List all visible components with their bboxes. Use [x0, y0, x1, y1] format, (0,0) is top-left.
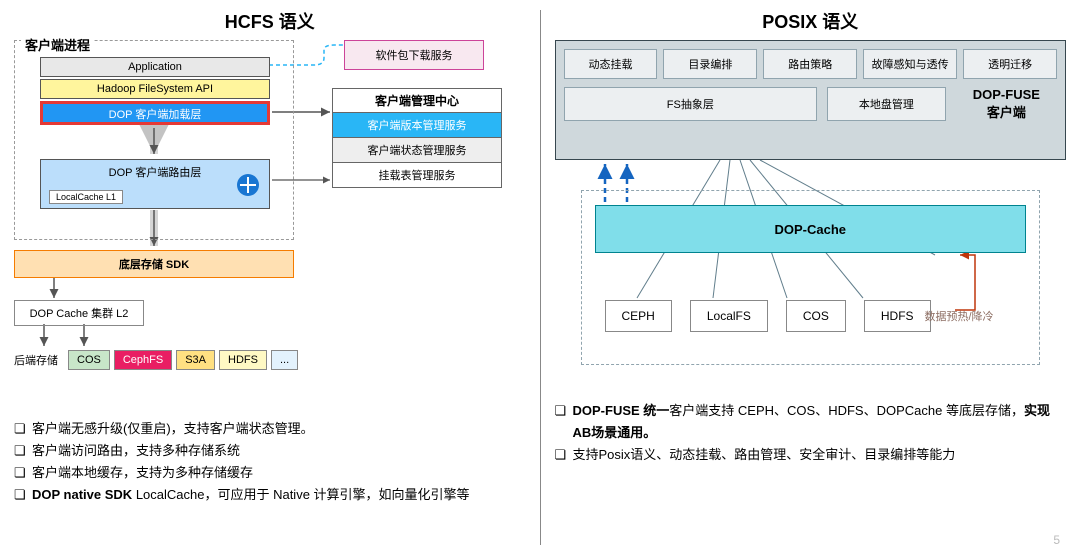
fs-abstract-layer: FS抽象层: [564, 87, 818, 121]
mgmt-row-2: 挂载表管理服务: [333, 162, 501, 187]
mgmt-row-1: 客户端状态管理服务: [333, 137, 501, 162]
storage-more: ...: [271, 350, 298, 370]
right-title: POSIX 语义: [555, 8, 1067, 34]
left-column: HCFS 语义: [0, 0, 540, 555]
right-bullets: DOP-FUSE 统一客户端支持 CEPH、COS、HDFS、DOPCache …: [555, 400, 1067, 466]
client-process-box: 客户端进程 Application Hadoop FileSystem API …: [14, 40, 294, 240]
fuse-dir-arrange: 目录编排: [663, 49, 757, 79]
client-process-label: 客户端进程: [21, 35, 94, 54]
dop-router-label: DOP 客户端路由层: [109, 167, 202, 179]
fuse-transparent-migrate: 透明迁移: [963, 49, 1057, 79]
sw-download-box: 软件包下载服务: [344, 40, 484, 70]
mgmt-center: 客户端管理中心 客户端版本管理服务 客户端状态管理服务 挂载表管理服务: [332, 88, 502, 188]
storage-localfs: LocalFS: [690, 300, 768, 332]
storage-cos: COS: [68, 350, 110, 370]
mgmt-row-0: 客户端版本管理服务: [333, 112, 501, 137]
dop-load-layer: DOP 客户端加载层: [40, 101, 270, 125]
fuse-route-policy: 路由策略: [763, 49, 857, 79]
dop-cache-band: DOP-Cache: [595, 205, 1027, 253]
dop-cache-l2: DOP Cache 集群 L2: [14, 300, 144, 326]
storage-cephfs: CephFS: [114, 350, 172, 370]
left-bullet-2: 客户端本地缓存，支持为多种存储缓存: [14, 462, 526, 484]
fuse-row1: 动态挂载 目录编排 路由策略 故障感知与透传 透明迁移: [556, 41, 1066, 83]
right-storage-boxes: CEPH LocalFS COS HDFS: [605, 300, 931, 332]
right-bullet-0: DOP-FUSE 统一客户端支持 CEPH、COS、HDFS、DOPCache …: [555, 400, 1067, 444]
hadoop-api-layer: Hadoop FileSystem API: [40, 79, 270, 99]
storage-hdfs-r: HDFS: [864, 300, 931, 332]
storage-s3a: S3A: [176, 350, 215, 370]
application-layer: Application: [40, 57, 270, 77]
left-bullets: 客户端无感升级(仅重启)，支持客户端状态管理。 客户端访问路由，支持多种存储系统…: [14, 418, 526, 506]
backend-storage-row: 后端存储 COS CephFS S3A HDFS ...: [14, 350, 298, 370]
sdk-band: 底层存储 SDK: [14, 250, 294, 278]
fuse-fault-sense: 故障感知与透传: [863, 49, 957, 79]
right-diagram: 动态挂载 目录编排 路由策略 故障感知与透传 透明迁移 FS抽象层 本地盘管理 …: [555, 40, 1067, 370]
dop-router-layer: DOP 客户端路由层 LocalCache L1: [40, 159, 270, 209]
left-bullet-1: 客户端访问路由，支持多种存储系统: [14, 440, 526, 462]
dop-fuse-label: DOP-FUSE客户端: [956, 87, 1057, 121]
left-bullet-3: DOP native SDK DOP native SDK LocalCache…: [14, 484, 526, 506]
page-number: 5: [1053, 533, 1060, 547]
storage-cos-r: COS: [786, 300, 846, 332]
left-bullet-0: 客户端无感升级(仅重启)，支持客户端状态管理。: [14, 418, 526, 440]
fuse-dynamic-mount: 动态挂载: [564, 49, 658, 79]
preheat-anno: 数据预热/降冷: [925, 308, 994, 324]
localcache-badge: LocalCache L1: [49, 190, 123, 204]
left-diagram: 客户端进程 Application Hadoop FileSystem API …: [14, 40, 526, 410]
backend-storage-label: 后端存储: [14, 352, 58, 368]
storage-hdfs: HDFS: [219, 350, 267, 370]
right-column: POSIX 语义 动态挂载 目录编排: [541, 0, 1080, 555]
router-icon: [237, 174, 259, 196]
left-title: HCFS 语义: [14, 8, 526, 34]
fuse-row2: FS抽象层 本地盘管理 DOP-FUSE客户端: [556, 83, 1066, 129]
local-disk-mgmt: 本地盘管理: [827, 87, 946, 121]
storage-ceph: CEPH: [605, 300, 672, 332]
right-bullet-1: 支持Posix语义、动态挂载、路由管理、安全审计、目录编排等能力: [555, 444, 1067, 466]
dop-fuse-box: 动态挂载 目录编排 路由策略 故障感知与透传 透明迁移 FS抽象层 本地盘管理 …: [555, 40, 1067, 160]
mgmt-title: 客户端管理中心: [333, 89, 501, 112]
